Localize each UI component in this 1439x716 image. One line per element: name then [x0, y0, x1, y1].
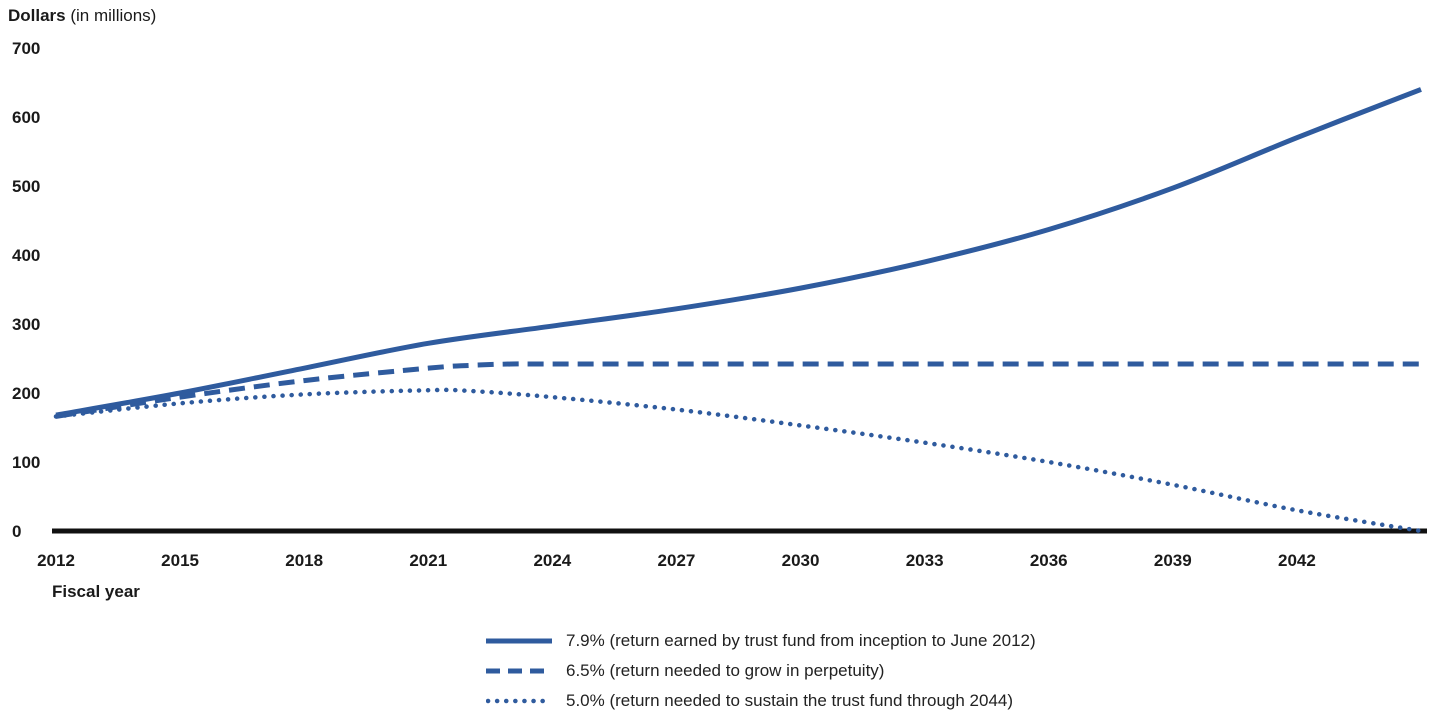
legend-label-solid: 7.9% (return earned by trust fund from i… [566, 631, 1036, 650]
y-tick-label: 200 [12, 384, 40, 403]
y-tick-label: 100 [12, 453, 40, 472]
legend-item-solid: 7.9% (return earned by trust fund from i… [486, 626, 1036, 656]
y-axis-title: Dollars (in millions) [8, 6, 156, 26]
x-tick-label: 2027 [658, 551, 696, 570]
series-line-dotted [53, 387, 1424, 534]
y-tick-label: 600 [12, 108, 40, 127]
x-tick-label: 2018 [285, 551, 323, 570]
legend-label-dashed: 6.5% (return needed to grow in perpetuit… [566, 661, 885, 680]
y-tick-label: 700 [12, 39, 40, 58]
series-layer [53, 87, 1424, 534]
y-tick-label: 300 [12, 315, 40, 334]
x-tick-label: 2033 [906, 551, 944, 570]
series-line-solid [55, 87, 1422, 418]
x-axis-title: Fiscal year [52, 582, 140, 601]
legend-swatch-solid [486, 638, 552, 644]
legend-label-dotted: 5.0% (return needed to sustain the trust… [566, 691, 1014, 710]
x-tick-label: 2036 [1030, 551, 1068, 570]
y-tick-label: 500 [12, 177, 40, 196]
legend: 7.9% (return earned by trust fund from i… [486, 626, 1036, 716]
y-axis-ticks: 0 100 200 300 400 500 600 700 [12, 39, 40, 541]
y-axis-title-units: (in millions) [65, 6, 157, 25]
x-tick-label: 2024 [533, 551, 571, 570]
x-tick-label: 2012 [37, 551, 75, 570]
x-axis-ticks: 2012 2015 2018 2021 2024 2027 2030 2033 2036 2039… [37, 551, 1316, 570]
series-line-dashed [55, 361, 1421, 419]
x-tick-label: 2042 [1278, 551, 1316, 570]
x-tick-label: 2015 [161, 551, 199, 570]
y-tick-label: 0 [12, 522, 21, 541]
legend-item-dotted: 5.0% (return needed to sustain the trust… [486, 686, 1036, 716]
legend-swatch-dotted [486, 698, 552, 704]
y-axis-title-bold: Dollars [8, 6, 66, 25]
y-tick-label: 400 [12, 246, 40, 265]
legend-swatch-dashed [486, 668, 552, 674]
legend-item-dashed: 6.5% (return needed to grow in perpetuit… [486, 656, 1036, 686]
x-tick-label: 2030 [782, 551, 820, 570]
x-tick-label: 2039 [1154, 551, 1192, 570]
x-tick-label: 2021 [409, 551, 447, 570]
